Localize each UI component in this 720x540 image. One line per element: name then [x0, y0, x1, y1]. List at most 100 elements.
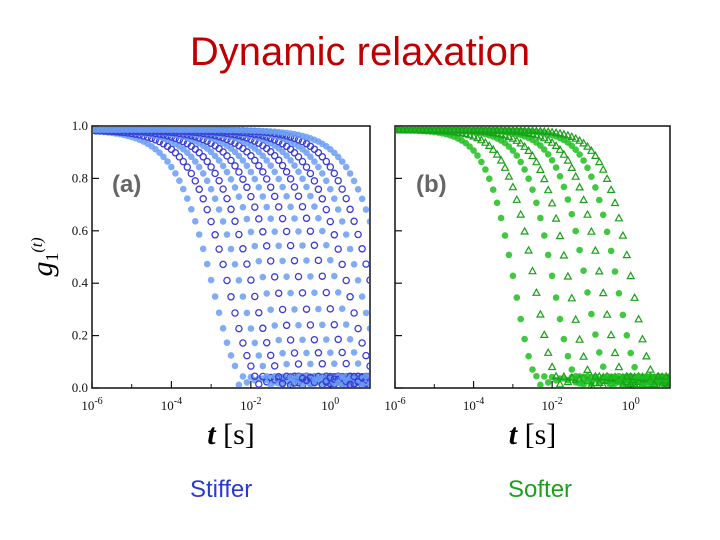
data-point: [207, 217, 215, 226]
data-point: [602, 174, 612, 182]
data-point: [227, 176, 235, 183]
data-point: [350, 217, 358, 226]
data-point: [243, 148, 251, 156]
data-point: [176, 177, 183, 184]
data-point: [323, 336, 330, 343]
data-point: [362, 372, 369, 380]
data-point: [342, 276, 350, 285]
data-point: [543, 127, 553, 135]
data-point: [179, 157, 188, 166]
data-point: [314, 185, 323, 194]
data-point: [180, 185, 187, 193]
data-point: [274, 289, 283, 297]
data-point: [215, 157, 223, 164]
data-point: [520, 141, 530, 150]
data-point: [282, 227, 291, 236]
data-point: [653, 371, 663, 380]
data-point: [634, 314, 644, 323]
data-point: [235, 381, 243, 387]
data-point: [211, 231, 219, 239]
data-point: [555, 379, 565, 387]
data-point: [191, 177, 200, 185]
data-point: [259, 193, 267, 200]
data-series: [396, 127, 669, 387]
data-point: [255, 215, 263, 223]
data-point: [195, 148, 203, 157]
x-tick-label: 10-2: [541, 396, 562, 413]
data-point: [275, 336, 283, 344]
caption-softer: Softer: [508, 476, 573, 503]
data-point: [645, 364, 655, 373]
data-point: [294, 153, 303, 161]
data-point: [195, 163, 203, 171]
data-point: [247, 228, 255, 236]
data-point: [187, 169, 196, 178]
data-point: [470, 147, 477, 154]
plot-frame: [394, 125, 671, 389]
data-point: [641, 351, 651, 360]
data-point: [215, 176, 223, 185]
data-point: [630, 292, 640, 301]
data-point: [322, 288, 331, 297]
data-point: [298, 202, 307, 211]
data-point: [199, 195, 207, 203]
data-point: [203, 177, 211, 185]
data-point: [639, 382, 646, 387]
data-point: [207, 185, 215, 193]
data-point: [322, 157, 331, 166]
data-point: [227, 205, 235, 214]
slide-title: Dynamic relaxation: [189, 30, 531, 74]
data-point: [478, 158, 485, 166]
data-point: [559, 149, 569, 158]
data-series: [396, 127, 669, 387]
data-point: [326, 217, 335, 226]
data-point: [346, 205, 354, 214]
data-point: [278, 214, 287, 223]
data-point: [219, 148, 227, 156]
data-point: [563, 271, 573, 280]
data-point: [590, 371, 600, 380]
data-point: [489, 186, 497, 193]
data-point: [219, 260, 227, 269]
data-point: [362, 309, 369, 317]
data-point: [287, 374, 294, 381]
data-point: [235, 324, 243, 333]
data-point: [661, 371, 669, 380]
data-point: [567, 293, 577, 302]
data-point: [203, 260, 211, 268]
data-point: [314, 256, 323, 265]
data-point: [529, 186, 536, 193]
data-point: [580, 267, 587, 275]
data-point: [243, 351, 251, 360]
data-point: [544, 151, 552, 158]
data-point: [331, 360, 338, 368]
data-point: [619, 380, 627, 387]
data-point: [270, 273, 279, 281]
data-point: [342, 321, 350, 328]
data-point: [286, 381, 295, 387]
data-point: [295, 321, 302, 329]
data-point: [239, 339, 247, 347]
data-point: [251, 339, 259, 347]
data-point: [323, 177, 330, 185]
data-point: [271, 168, 279, 176]
data-point: [583, 365, 592, 373]
data-point: [263, 290, 271, 297]
data-point: [311, 289, 318, 297]
data-point: [541, 373, 548, 380]
data-point: [594, 157, 604, 166]
data-point: [603, 372, 611, 380]
data-point: [492, 149, 502, 158]
data-point: [323, 241, 330, 249]
data-point: [610, 348, 620, 357]
data-point: [199, 245, 207, 253]
data-point: [564, 196, 572, 203]
data-point: [567, 131, 577, 140]
data-point: [568, 210, 576, 218]
data-point: [649, 379, 659, 387]
data-point: [572, 146, 579, 153]
data-point: [251, 242, 259, 250]
data-point: [279, 183, 286, 191]
data-point: [535, 164, 545, 173]
data-point: [310, 241, 319, 250]
